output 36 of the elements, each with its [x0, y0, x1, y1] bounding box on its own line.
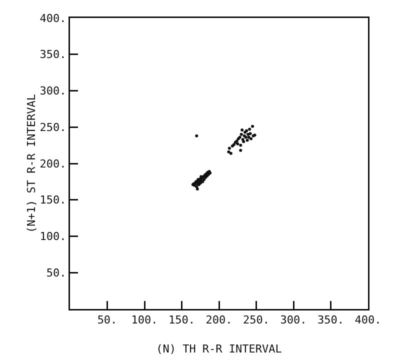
y-tick-label: 350. — [40, 48, 66, 62]
y-tick-label: 200. — [40, 157, 66, 170]
point — [229, 152, 232, 155]
point — [227, 150, 230, 154]
point — [246, 138, 249, 142]
x-tick-label: 300. — [280, 314, 307, 327]
y-tick-label: 250. — [40, 120, 66, 134]
point — [247, 136, 250, 139]
point — [202, 178, 206, 182]
point — [195, 134, 198, 138]
y-tick-label: 400. — [40, 12, 66, 25]
x-tick-label: 50. — [97, 314, 118, 327]
point — [242, 140, 246, 144]
y-tick-label: 50. — [46, 266, 66, 280]
y-tick-label: 100. — [40, 230, 66, 244]
x-axis-title: (N) TH R-R INTERVAL — [156, 342, 282, 356]
point — [251, 124, 254, 128]
point — [240, 128, 244, 132]
point — [228, 146, 231, 150]
x-tick-label: 200. — [206, 314, 232, 327]
point — [246, 132, 250, 136]
point — [248, 132, 252, 136]
point — [236, 142, 240, 146]
point — [248, 128, 252, 131]
x-tick-label: 150. — [168, 314, 195, 327]
x-tick-label: 250. — [243, 314, 270, 327]
point — [239, 148, 242, 152]
x-tick-label: 400. — [354, 314, 382, 327]
x-tick-label: 100. — [131, 314, 158, 327]
point — [239, 144, 242, 147]
y-tick-label: 150. — [40, 194, 66, 207]
point — [250, 137, 253, 140]
x-tick-label: 350. — [318, 314, 344, 327]
y-tick-label: 300. — [40, 84, 66, 98]
point — [240, 132, 243, 136]
y-axis-title: (N+1) ST R-R INTERVAL — [24, 94, 38, 234]
